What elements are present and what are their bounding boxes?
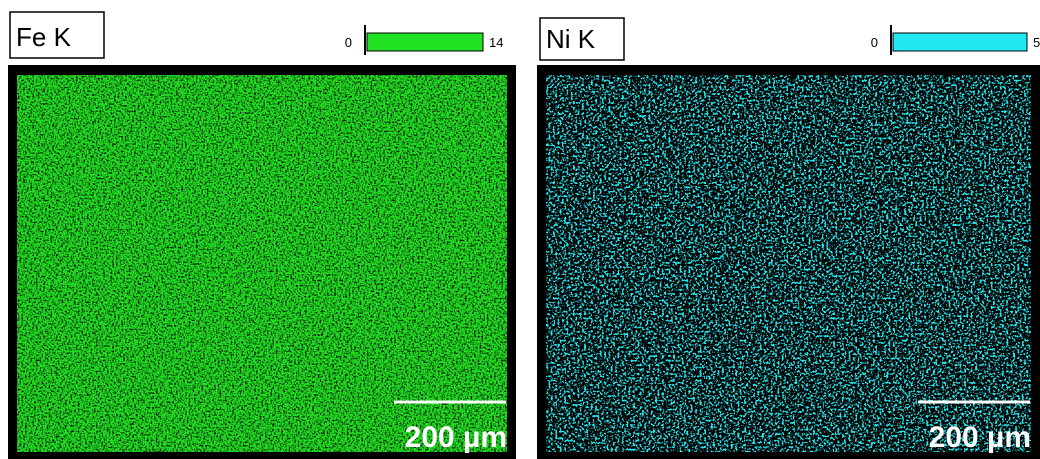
scale-min: 0 — [345, 35, 352, 50]
label-box — [539, 17, 625, 61]
element-map — [546, 75, 1031, 452]
scale-bar-label: 200 µm — [929, 421, 1031, 454]
scale-max: 5 — [1033, 35, 1040, 50]
map-label: Fe K — [16, 22, 72, 52]
label-box — [9, 11, 105, 59]
scale-max: 14 — [489, 35, 503, 50]
element-map — [17, 75, 507, 452]
color-scale — [892, 32, 1028, 52]
scale-bar-label: 200 µm — [405, 421, 507, 454]
scale-min: 0 — [871, 35, 878, 50]
color-scale — [366, 32, 484, 52]
map-label: Ni K — [546, 24, 596, 54]
